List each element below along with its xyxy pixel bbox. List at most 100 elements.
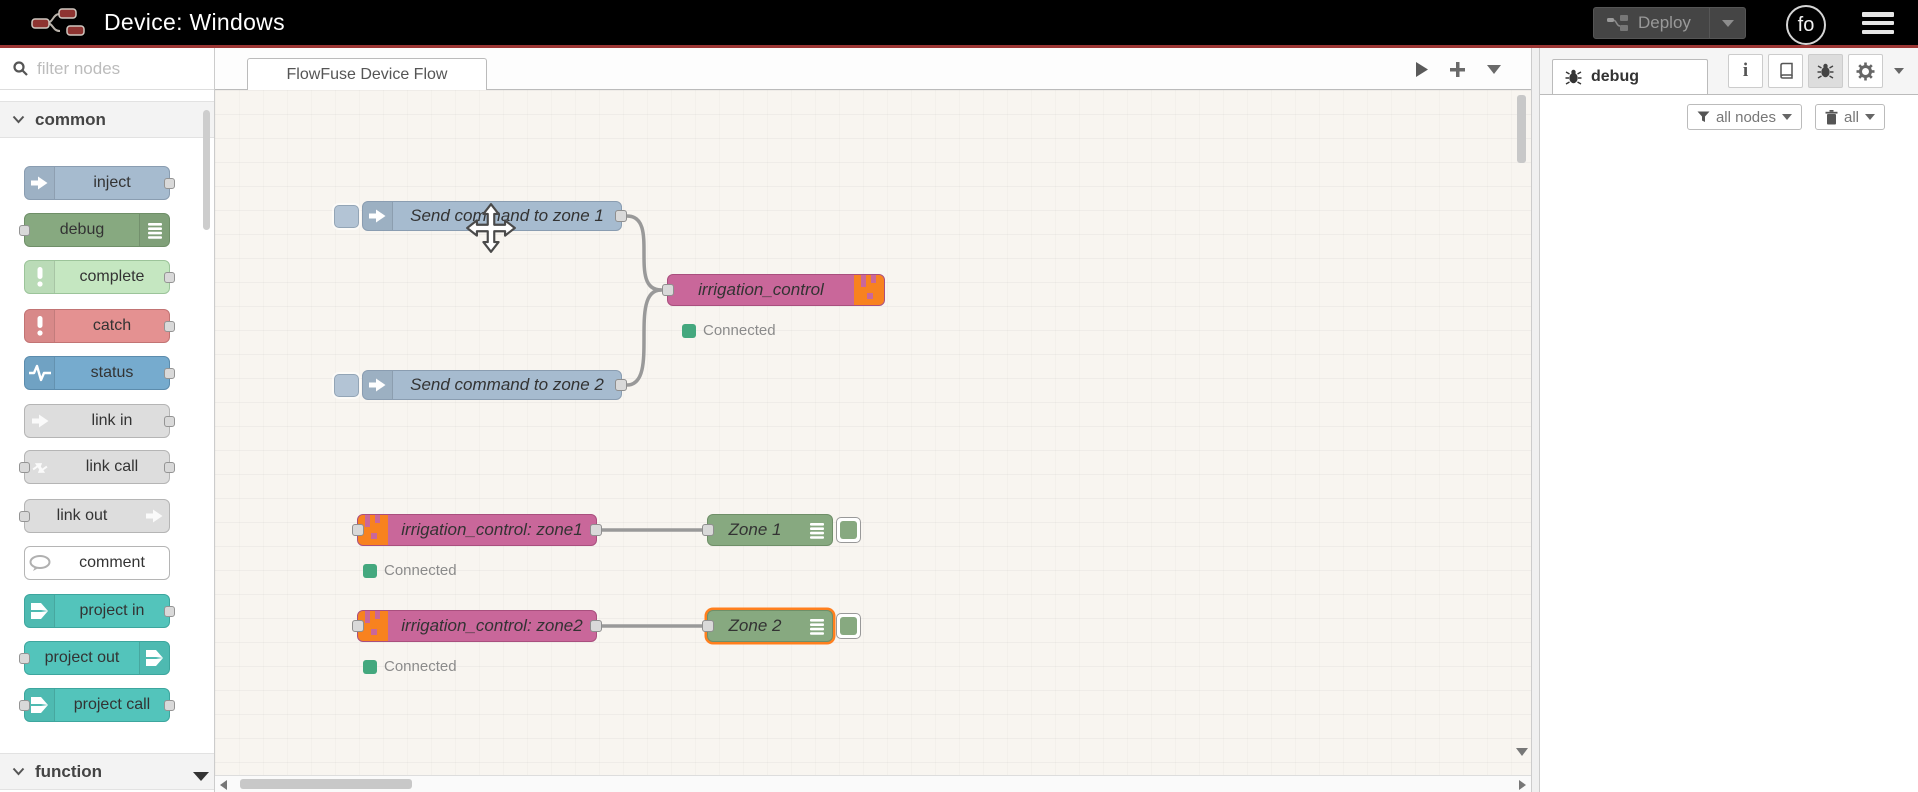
output-port[interactable] [590,524,602,536]
debug-toggle-state [840,521,857,539]
node-label: Zone 1 [728,520,782,539]
scroll-down-icon[interactable] [1516,748,1528,756]
window-title: Device: Windows [104,9,285,35]
palette-node-project-in[interactable]: project in [24,594,175,628]
flow-node-irrigation-control[interactable]: irrigation_control [662,274,885,306]
inject-trigger-button[interactable] [334,373,359,397]
palette-node-label: link out [56,507,108,524]
palette-category-function[interactable]: function [0,753,214,790]
sidebar-more-tabs-icon[interactable] [1894,68,1904,74]
debug-tab-button[interactable] [1808,54,1843,88]
canvas-horizontal-scrollbar[interactable] [215,775,1531,792]
input-port[interactable] [702,524,714,536]
debug-clear-button[interactable]: all [1814,104,1885,130]
filter-nodes-input[interactable] [37,58,187,79]
deploy-label: Deploy [1638,13,1691,32]
bug-icon [1817,63,1834,79]
node-label: irrigation_control [698,280,824,299]
palette-node-catch[interactable]: catch [24,309,175,343]
palette-node-project-out[interactable]: project out [19,641,170,675]
input-port[interactable] [702,620,714,632]
trash-icon [1825,109,1838,125]
palette-node-status[interactable]: status [24,356,175,390]
palette-node-label: complete [79,268,145,285]
input-port[interactable] [662,284,674,296]
exclamation-icon [25,310,55,342]
help-tab-button[interactable] [1768,54,1803,88]
input-port[interactable] [352,524,364,536]
palette-node-label: project out [44,649,120,666]
inject-trigger-button[interactable] [334,204,359,228]
tab-flowfuse-device-flow[interactable]: FlowFuse Device Flow [247,58,487,90]
palette-node-link-out[interactable]: link out [19,499,170,533]
palette-node-link-call[interactable]: link call [19,450,175,484]
inject-arrow-icon [363,371,393,399]
input-port[interactable] [352,620,364,632]
debug-toggle-button[interactable] [836,517,861,543]
palette-category-label: common [35,109,106,129]
project-branch-icon [25,689,55,721]
node-status: Connected [682,322,776,339]
status-label: Connected [703,322,776,339]
user-avatar[interactable]: fo [1786,5,1826,45]
flow-node-inject-zone1[interactable]: Send command to zone 1 [362,201,627,231]
node-status: Connected [363,658,457,675]
app-header: Device: Windows Deploy fo [0,0,1918,45]
sidebar-resize-handle[interactable] [1531,48,1540,792]
debug-filter-button[interactable]: all nodes [1686,104,1802,130]
comment-bubble-icon [25,547,55,579]
deploy-button[interactable]: Deploy [1593,7,1746,39]
flow-node-control-zone1[interactable]: irrigation_control: zone1 [352,514,602,546]
flow-node-control-zone2[interactable]: irrigation_control: zone2 [352,610,602,642]
flow-canvas[interactable]: Send command to zone 1 Send command to zo… [215,90,1531,775]
output-port [164,178,175,189]
gear-icon [1856,62,1875,81]
input-port [19,225,30,236]
play-flow-icon[interactable] [1415,61,1428,77]
info-tab-button[interactable]: i [1728,54,1763,88]
output-port [164,368,175,379]
palette-sidebar: common inject debug complete catch status lin… [0,48,215,792]
palette-node-inject[interactable]: inject [24,166,175,200]
palette-collapse-icon[interactable] [193,772,209,781]
canvas-vertical-scrollbar[interactable] [1517,95,1526,163]
wire[interactable] [625,214,663,292]
node-label: irrigation_control: zone1 [401,520,583,539]
add-flow-icon[interactable] [1450,61,1465,77]
palette-node-debug[interactable]: debug [19,213,170,247]
flow-node-zone2-debug[interactable]: Zone 2 [702,610,833,642]
settings-tab-button[interactable] [1848,54,1883,88]
flow-node-inject-zone2[interactable]: Send command to zone 2 [362,370,627,400]
debug-clear-label: all [1843,108,1859,126]
main-menu-button[interactable] [1862,12,1894,34]
output-port[interactable] [615,210,627,222]
tab-debug[interactable]: debug [1552,59,1708,94]
palette-search[interactable] [0,48,214,90]
scroll-left-icon[interactable] [220,780,227,790]
palette-scrollbar[interactable] [203,110,210,230]
flow-list-chevron-icon[interactable] [1487,64,1501,74]
output-port[interactable] [590,620,602,632]
deploy-options-button[interactable] [1709,8,1745,38]
wire[interactable] [625,288,663,387]
hscroll-thumb[interactable] [240,779,412,789]
bug-icon [1565,69,1582,85]
workspace-tabbar: FlowFuse Device Flow [215,48,1531,90]
palette-category-common[interactable]: common [0,101,214,138]
palette-node-link-in[interactable]: link in [24,404,175,438]
scroll-right-icon[interactable] [1519,780,1526,790]
output-port [164,606,175,617]
inject-arrow-icon [25,167,55,199]
palette-node-project-call[interactable]: project call [19,688,175,722]
palette-node-complete[interactable]: complete [24,260,175,294]
node-status: Connected [363,562,457,579]
output-port[interactable] [615,379,627,391]
palette-node-comment[interactable]: comment [24,546,170,580]
flowfuse-project-icon [854,275,884,305]
debug-toolbar: all nodes all [1540,95,1918,139]
node-label: Zone 2 [728,616,782,635]
chevron-down-icon [12,767,25,776]
flow-node-zone1-debug[interactable]: Zone 1 [702,514,833,546]
debug-toggle-button[interactable] [836,613,861,639]
info-icon: i [1742,60,1749,81]
